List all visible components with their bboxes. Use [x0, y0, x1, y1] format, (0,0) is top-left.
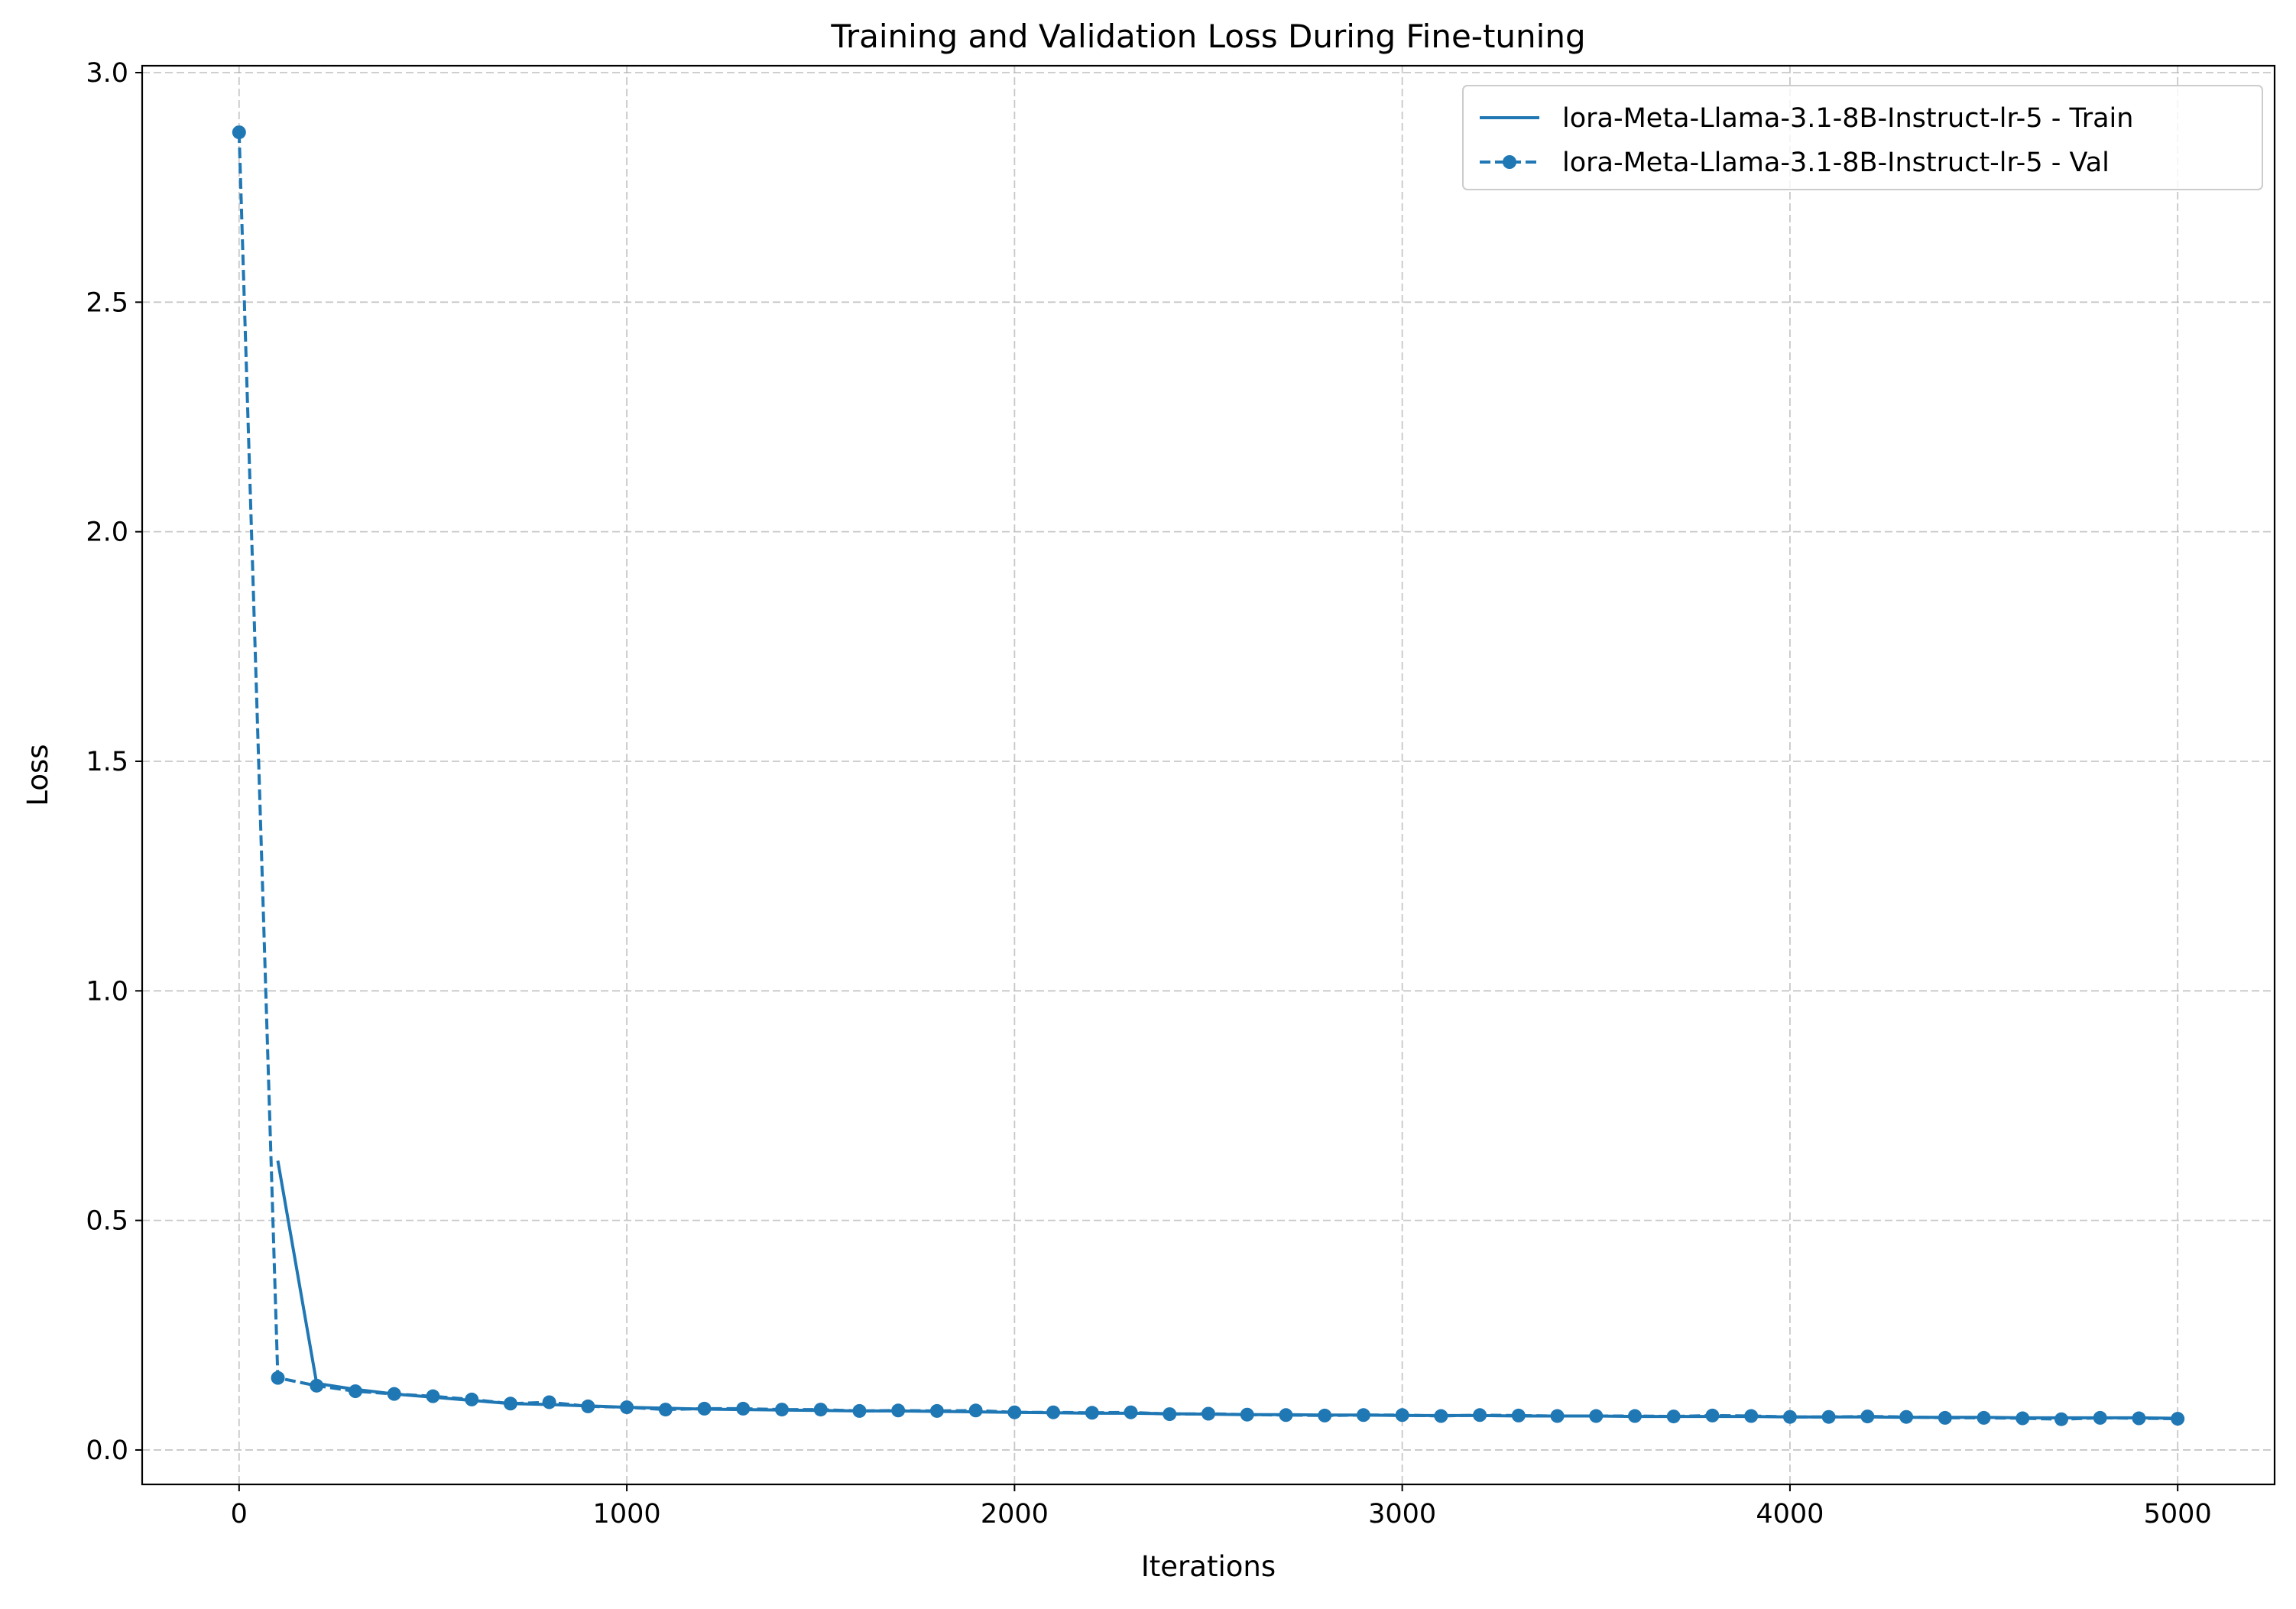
y-tick-label: 0.0 [86, 1435, 128, 1466]
val-loss-point [1821, 1409, 1836, 1424]
val-loss-point [1356, 1408, 1370, 1422]
y-axis-label: Loss [21, 744, 54, 806]
val-loss-point [387, 1387, 401, 1401]
val-loss-point [1240, 1407, 1254, 1422]
val-loss-point [310, 1378, 324, 1393]
val-loss-point [2132, 1411, 2146, 1426]
y-tick-label: 2.0 [86, 517, 128, 548]
val-loss-point [1589, 1409, 1604, 1423]
val-loss-point [2093, 1410, 2107, 1425]
val-loss-point [1511, 1408, 1526, 1422]
val-loss-point [1705, 1408, 1720, 1422]
val-loss-point [929, 1403, 944, 1418]
val-loss-point [658, 1403, 673, 1417]
x-tick-label: 1000 [593, 1499, 661, 1530]
y-tick-label: 1.0 [86, 976, 128, 1007]
val-loss-point [1163, 1407, 1177, 1422]
val-loss-point [232, 125, 246, 140]
legend-box [1462, 85, 2263, 190]
legend-val-label: lora-Meta-Llama-3.1-8B-Instruct-lr-5 - V… [1562, 148, 2110, 178]
val-loss-point [1007, 1405, 1022, 1419]
val-loss-point [1202, 1406, 1215, 1421]
legend-train-label: lora-Meta-Llama-3.1-8B-Instruct-lr-5 - T… [1562, 103, 2133, 134]
val-loss-point [1938, 1410, 1952, 1425]
val-loss-point [697, 1401, 712, 1416]
val-loss-point [2171, 1412, 2185, 1426]
chart-title: Training and Validation Loss During Fine… [830, 18, 1585, 55]
val-loss-point [349, 1384, 362, 1399]
val-loss-point [1279, 1408, 1293, 1422]
y-tick-label: 0.5 [86, 1206, 128, 1237]
val-loss-point [2054, 1412, 2068, 1426]
val-loss-point [465, 1392, 479, 1406]
val-loss-point [1550, 1409, 1565, 1423]
y-tick-label: 2.5 [86, 287, 128, 318]
x-tick-label: 2000 [981, 1499, 1049, 1530]
val-loss-point [852, 1403, 867, 1418]
val-loss-point [775, 1403, 789, 1417]
val-loss-point [542, 1395, 556, 1409]
val-loss-point [1046, 1405, 1061, 1419]
val-loss-point [271, 1371, 285, 1385]
val-loss-point [813, 1403, 828, 1417]
val-loss-point [1628, 1409, 1642, 1423]
val-loss-point [1782, 1409, 1797, 1424]
val-loss-point [1395, 1408, 1409, 1422]
val-loss-point [1434, 1409, 1448, 1423]
x-tick-label: 3000 [1368, 1499, 1436, 1530]
val-loss-point [968, 1403, 983, 1418]
y-tick-label: 3.0 [86, 58, 128, 89]
val-loss-point [736, 1401, 751, 1416]
val-loss-point [1318, 1408, 1332, 1422]
val-loss-point [503, 1397, 517, 1411]
val-loss-point [1085, 1406, 1099, 1420]
val-loss-point [426, 1389, 440, 1403]
val-loss-point [620, 1400, 634, 1415]
x-tick-label: 4000 [1756, 1499, 1824, 1530]
val-loss-point [891, 1403, 906, 1418]
legend: lora-Meta-Llama-3.1-8B-Instruct-lr-5 - T… [1462, 85, 2263, 190]
val-loss-point [1977, 1410, 1991, 1425]
val-loss-point [1860, 1409, 1875, 1424]
val-loss-point [1124, 1405, 1138, 1419]
x-axis-label: Iterations [1141, 1550, 1276, 1583]
val-loss-point [1473, 1408, 1487, 1422]
y-tick-label: 1.5 [86, 747, 128, 777]
val-loss-point [2015, 1411, 2030, 1426]
val-loss-point [1899, 1409, 1914, 1424]
val-loss-point [581, 1399, 595, 1413]
val-loss-point [1666, 1409, 1681, 1424]
val-loss-point [1744, 1409, 1759, 1423]
x-tick-label: 5000 [2144, 1499, 2212, 1530]
x-tick-label: 0 [231, 1499, 248, 1530]
plot-area-frame [141, 64, 2276, 1486]
legend-val-marker [1503, 155, 1516, 169]
